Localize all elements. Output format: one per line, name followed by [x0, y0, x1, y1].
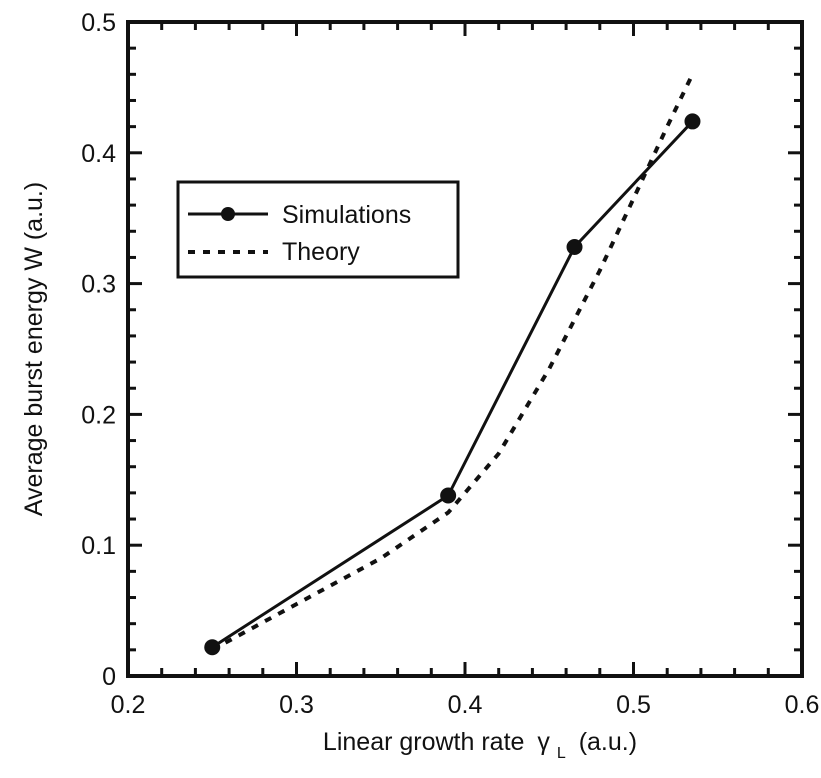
y-axis-label: Average burst energy W (a.u.): [20, 182, 48, 516]
x-tick-label: 0.6: [785, 691, 820, 719]
plot-frame: [126, 20, 804, 678]
x-tick-label: 0.3: [279, 691, 314, 719]
y-tick-label: 0.3: [81, 271, 116, 299]
series-point-simulations: [204, 639, 221, 656]
x-axis-units: (a.u.): [579, 728, 637, 756]
series-layer: [204, 73, 701, 656]
y-tick-label: 0.5: [81, 9, 116, 37]
series-line-simulations: [211, 120, 694, 649]
x-axis-tick-labels: 0.2 0.3 0.4 0.5 0.6: [111, 691, 820, 719]
x-axis-label-text: Linear growth rate: [323, 728, 525, 756]
x-tick-label: 0.4: [448, 691, 483, 719]
x-axis-label: Linear growth rate γ L (a.u.): [323, 728, 637, 764]
y-axis-ticks: [128, 20, 802, 678]
y-tick-label: 0.4: [81, 140, 116, 168]
x-tick-label: 0.2: [111, 691, 146, 719]
x-axis-subscript: L: [557, 745, 566, 762]
x-axis-ticks: [126, 22, 804, 676]
y-tick-label: 0: [102, 663, 116, 691]
legend-label-simulations: Simulations: [282, 201, 411, 229]
series-point-simulations: [440, 487, 457, 504]
x-axis-symbol: γ: [537, 728, 550, 756]
series-point-simulations: [684, 113, 701, 130]
legend-label-theory: Theory: [282, 238, 360, 266]
y-axis-tick-labels: 0 0.1 0.2 0.3 0.4 0.5: [81, 9, 116, 691]
series-point-simulations: [566, 238, 583, 255]
legend-box: [176, 180, 460, 279]
series-line-theory: [211, 73, 695, 652]
legend-marker-simulations: [221, 207, 235, 221]
x-tick-label: 0.5: [616, 691, 651, 719]
legend: Simulations Theory: [176, 180, 460, 279]
y-tick-label: 0.1: [81, 532, 116, 560]
y-tick-label: 0.2: [81, 401, 116, 429]
